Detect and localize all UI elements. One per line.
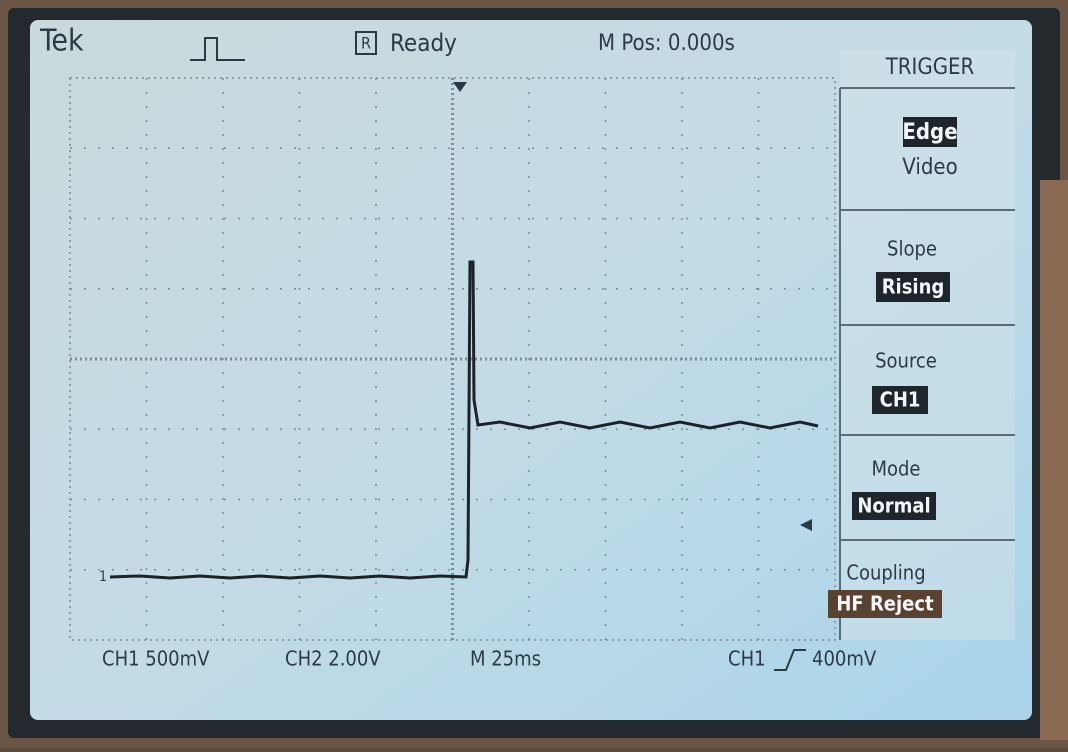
horizontal-position: M Pos: 0.000s bbox=[598, 31, 735, 56]
menu-value[interactable]: CH1 bbox=[880, 388, 921, 412]
menu-label: Slope bbox=[887, 237, 937, 261]
ch2-scale: CH2 2.00V bbox=[285, 647, 381, 671]
menu-label: Source bbox=[875, 349, 937, 373]
menu-option-selected[interactable]: Edge bbox=[902, 120, 957, 145]
trigger-source: CH1 bbox=[728, 647, 766, 671]
ch1-scale: CH1 500mV bbox=[102, 647, 210, 671]
menu-label: Mode bbox=[871, 457, 920, 481]
oscilloscope-photo: Tek R Ready M Pos: 0.000s 1 TRIGGER Edge… bbox=[0, 0, 1068, 748]
menu-value[interactable]: Rising bbox=[882, 275, 945, 299]
trigger-level: 400mV bbox=[812, 647, 877, 671]
menu-value[interactable]: Normal bbox=[857, 494, 930, 518]
side-buttons bbox=[1040, 180, 1068, 740]
acq-state: Ready bbox=[390, 29, 457, 57]
brand: Tek bbox=[39, 24, 84, 59]
menu-value[interactable]: HF Reject bbox=[836, 592, 934, 616]
menu-option[interactable]: Video bbox=[902, 155, 957, 180]
run-indicator: R bbox=[361, 34, 371, 53]
menu-label: Coupling bbox=[846, 561, 925, 585]
menu-title: TRIGGER bbox=[885, 55, 975, 80]
channel-marker: 1 bbox=[99, 569, 107, 585]
page: Tek R Ready M Pos: 0.000s 1 TRIGGER Edge… bbox=[0, 0, 1068, 748]
timebase: M 25ms bbox=[470, 647, 541, 671]
